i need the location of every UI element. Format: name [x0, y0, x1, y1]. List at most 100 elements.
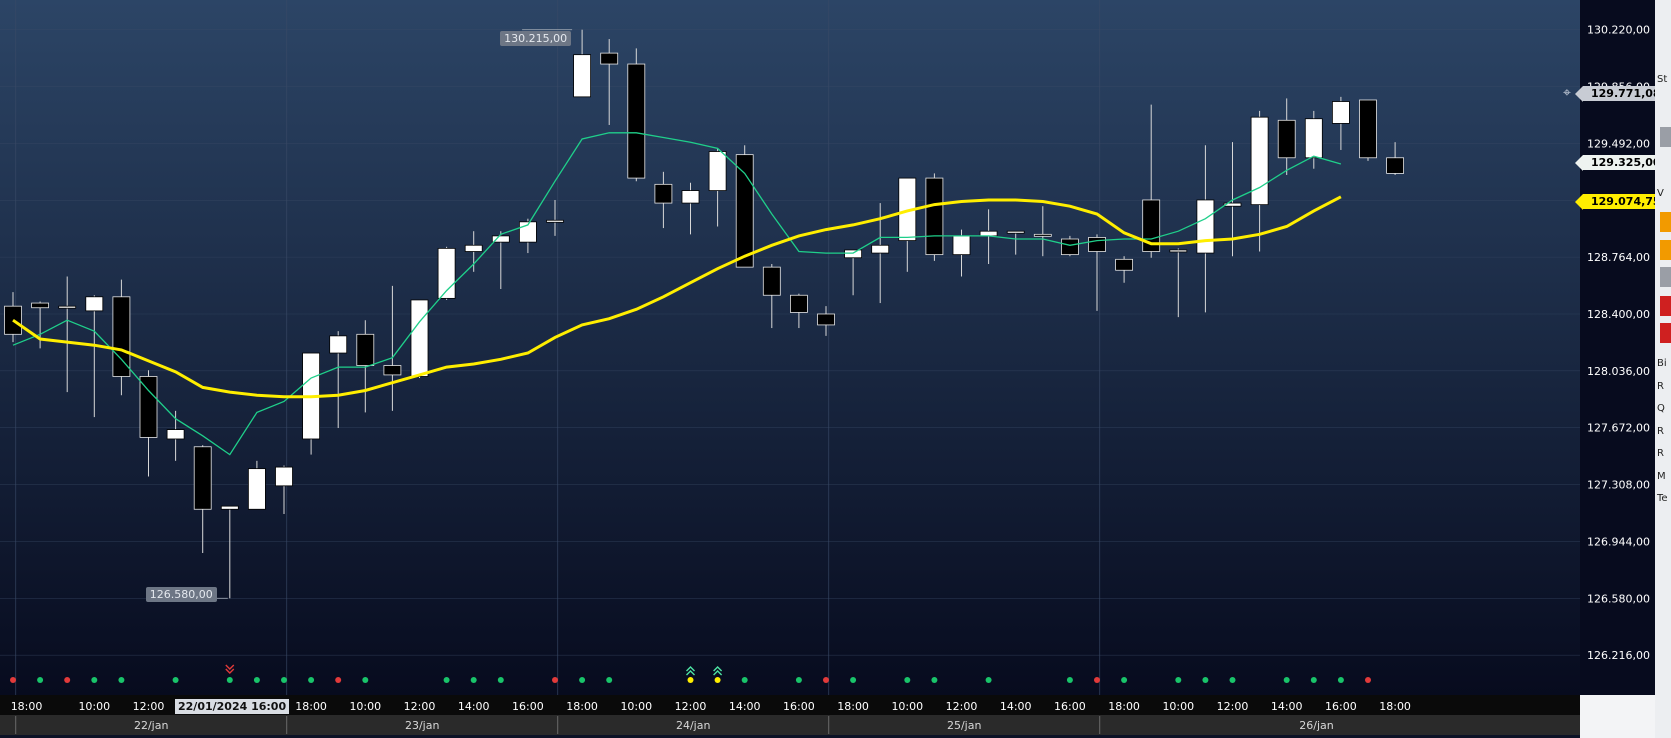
bull-candle[interactable] [85, 296, 104, 312]
y-tick-label: 126.216,00 [1587, 649, 1650, 662]
x-tick-label: 12:00 [1217, 700, 1249, 713]
side-button-gray[interactable] [1660, 267, 1671, 287]
x-tick-label: 18:00 [1379, 700, 1411, 713]
x-tick-label: 16:00 [1054, 700, 1086, 713]
axis-background [1580, 0, 1655, 695]
bear-candle[interactable] [1386, 157, 1404, 174]
bear-candle[interactable] [193, 446, 212, 510]
corner-box [1580, 695, 1655, 738]
bull-candle[interactable] [1223, 202, 1242, 207]
crosshair-icon[interactable]: ⌖ [1563, 85, 1571, 101]
bull-candle[interactable] [58, 305, 77, 309]
bull-candle[interactable] [220, 505, 239, 510]
signal-dot [1229, 677, 1236, 683]
bear-candle[interactable] [1061, 238, 1079, 256]
bear-candle[interactable] [1115, 258, 1133, 271]
bear-candle[interactable] [31, 302, 50, 309]
plot-background [0, 0, 1580, 695]
bull-candle[interactable] [1332, 101, 1350, 124]
bull-candle[interactable] [681, 190, 700, 204]
bull-candle[interactable] [464, 244, 483, 252]
x-tick-label: 14:00 [458, 700, 490, 713]
y-tick-label: 128.764,00 [1587, 251, 1650, 264]
signal-dot [253, 677, 260, 683]
side-control[interactable] [1660, 127, 1671, 147]
bull-candle[interactable] [410, 299, 429, 377]
bull-candle[interactable] [1169, 249, 1188, 253]
ema-tag-arrow-icon [1575, 155, 1583, 171]
signal-dot [1202, 677, 1209, 683]
signal-dot [985, 677, 992, 683]
bull-candle[interactable] [844, 249, 862, 259]
side-panel[interactable]: St V Bi R Q R R M Te [1655, 0, 1671, 738]
signal-dot [281, 677, 287, 683]
bear-candle[interactable] [654, 183, 673, 204]
bull-candle[interactable] [1006, 230, 1025, 234]
side-label: St [1657, 74, 1668, 85]
bull-candle[interactable] [871, 244, 890, 254]
bull-candle[interactable] [708, 151, 727, 191]
bear-candle[interactable] [383, 365, 402, 376]
bull-candle[interactable] [1196, 199, 1215, 254]
bear-candle[interactable] [735, 154, 754, 268]
day-label: 25/jan [947, 719, 982, 732]
signal-dot [470, 677, 477, 683]
bear-candle[interactable] [356, 333, 375, 366]
bear-candle[interactable] [1359, 99, 1377, 159]
max-price-label: 130.215,00 [500, 30, 572, 46]
bull-candle[interactable] [166, 429, 185, 440]
y-tick-label: 128.036,00 [1587, 365, 1650, 378]
signal-dot [850, 677, 857, 683]
bear-candle[interactable] [112, 296, 131, 377]
bull-candle[interactable] [247, 468, 266, 510]
side-button-red[interactable] [1660, 323, 1671, 343]
bull-candle[interactable] [491, 235, 510, 243]
x-tick-label: 16:00 [512, 700, 544, 713]
bull-candle[interactable] [275, 466, 293, 487]
bear-candle[interactable] [627, 63, 646, 179]
x-tick-label: 10:00 [620, 700, 652, 713]
x-tick-label: 12:00 [675, 700, 707, 713]
time-axis-bar [0, 695, 1580, 715]
bear-candle[interactable] [139, 376, 158, 438]
signal-dot [37, 677, 44, 683]
signal-markers [10, 29, 1371, 683]
day-label: 26/jan [1299, 719, 1334, 732]
y-tick-label: 126.944,00 [1587, 535, 1650, 548]
y-tick-label: 126.580,00 [1587, 592, 1650, 605]
bear-candle[interactable] [762, 266, 781, 296]
day-axis-bar [0, 715, 1580, 735]
bull-candle[interactable] [573, 54, 591, 98]
bull-candle[interactable] [1250, 116, 1269, 206]
bear-candle[interactable] [1277, 119, 1296, 159]
bull-candle[interactable] [979, 230, 998, 237]
side-button-orange[interactable] [1660, 240, 1671, 260]
signal-dot [714, 677, 721, 683]
day-label: 24/jan [676, 719, 711, 732]
ema-line [12, 132, 1342, 456]
sma-price-tag: 129.074,75 [1583, 194, 1665, 209]
signal-dot [91, 677, 98, 683]
bull-candle[interactable] [546, 219, 564, 223]
signal-dot [10, 677, 16, 683]
bear-candle[interactable] [1088, 237, 1106, 252]
bear-candle[interactable] [600, 52, 619, 65]
bear-candle[interactable] [817, 313, 835, 326]
side-button-red[interactable] [1660, 296, 1671, 316]
x-tick-label: 12:00 [404, 700, 436, 713]
bull-candle[interactable] [329, 335, 348, 354]
bear-candle[interactable] [1033, 233, 1052, 237]
signal-dot [172, 677, 179, 683]
chevron-down-icon [225, 664, 235, 674]
signal-dot [64, 677, 71, 683]
side-button-orange[interactable] [1660, 212, 1671, 232]
day-label: 22/jan [134, 719, 169, 732]
bear-candle[interactable] [925, 177, 944, 256]
bull-candle[interactable] [952, 235, 971, 256]
bear-candle[interactable] [790, 294, 808, 313]
bull-candle[interactable] [1304, 118, 1323, 159]
ema-price-tag: 129.325,00 [1583, 155, 1665, 170]
sma-tag-arrow-icon [1575, 194, 1583, 210]
